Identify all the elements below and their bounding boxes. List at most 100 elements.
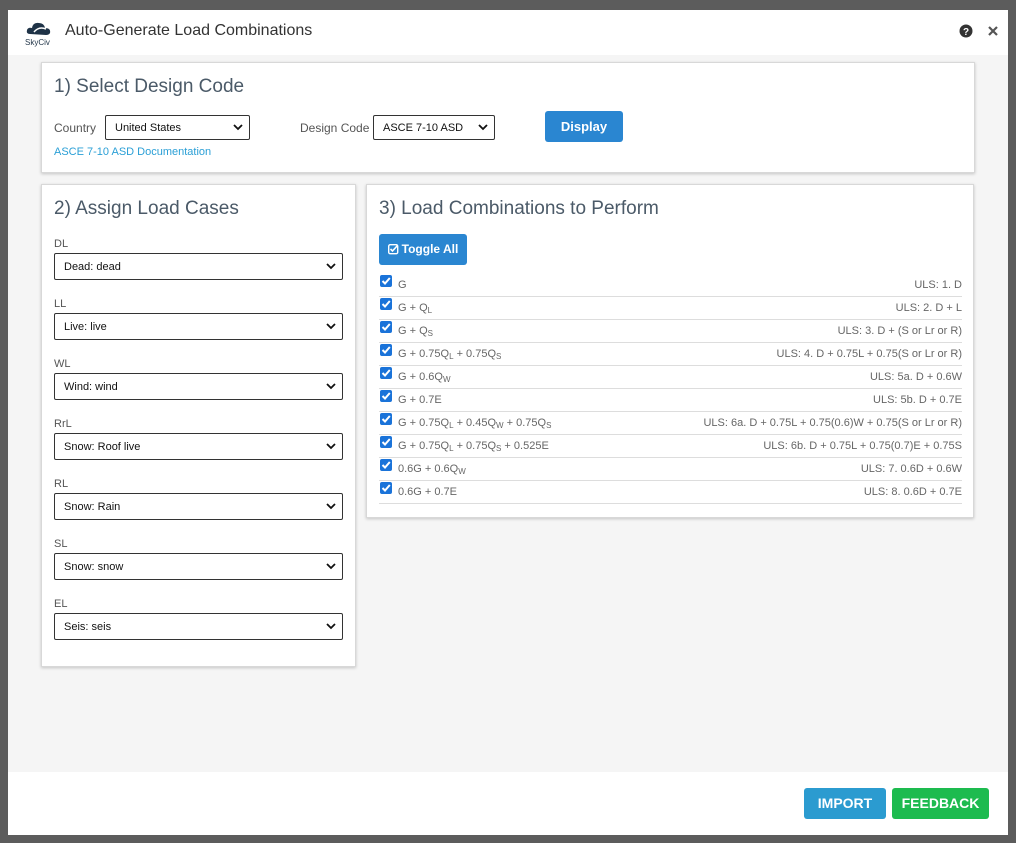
modal-body: 1) Select Design Code Country United State… bbox=[8, 55, 1008, 772]
select-value: Live: live bbox=[64, 320, 107, 333]
formula-subscript: W bbox=[458, 467, 466, 476]
select-value: Snow: Rain bbox=[64, 500, 121, 513]
combination-code: ULS: 7. 0.6D + 0.6W bbox=[860, 463, 962, 475]
toggle-all-button[interactable]: Toggle All bbox=[379, 234, 467, 265]
combination-code: ULS: 2. D + L bbox=[895, 302, 962, 314]
checkbox[interactable] bbox=[380, 367, 392, 379]
load-case-select[interactable]: Live: live bbox=[54, 313, 343, 340]
header: SkyCiv Auto-Generate Load Combinations ? bbox=[8, 10, 1008, 55]
feedback-button[interactable]: FEEDBACK bbox=[892, 788, 989, 819]
load-case-label: WL bbox=[54, 358, 71, 370]
formula: G + 0.75QL + 0.75QS bbox=[398, 348, 501, 361]
formula-subscript: S bbox=[496, 444, 502, 453]
checkbox[interactable] bbox=[380, 482, 392, 494]
load-cases-panel: 2) Assign Load Cases DL Dead: dead LL Live: … bbox=[41, 184, 356, 667]
load-case-select[interactable]: Snow: snow bbox=[54, 553, 343, 580]
check bbox=[381, 300, 391, 308]
check bbox=[381, 346, 391, 354]
design-code-select[interactable]: ASCE 7-10 ASD bbox=[373, 115, 495, 140]
combination-row: G + 0.75QL + 0.75QS + 0.525E ULS: 6b. D +… bbox=[379, 434, 962, 458]
load-case-select[interactable]: Wind: wind bbox=[54, 373, 343, 400]
checkbox[interactable] bbox=[380, 321, 392, 333]
check bbox=[381, 461, 391, 469]
chevron bbox=[326, 382, 336, 389]
load-case-select[interactable]: Dead: dead bbox=[54, 253, 343, 280]
checkbox[interactable] bbox=[380, 436, 392, 448]
combination-code: ULS: 1. D bbox=[914, 279, 962, 291]
country-select[interactable]: United States bbox=[105, 115, 250, 140]
panel-title: 3) Load Combinations to Perform bbox=[379, 198, 659, 219]
check bbox=[381, 484, 391, 492]
formula: G + 0.7E bbox=[398, 394, 442, 406]
chevron bbox=[326, 322, 336, 329]
check bbox=[381, 438, 391, 446]
combination-row: G + 0.7E ULS: 5b. D + 0.7E bbox=[379, 388, 962, 412]
import-button[interactable]: IMPORT bbox=[804, 788, 886, 819]
select-value: Wind: wind bbox=[64, 380, 118, 393]
logo-icon bbox=[26, 22, 51, 35]
combination-code: ULS: 6b. D + 0.75L + 0.75(0.7)E + 0.75S bbox=[763, 440, 962, 452]
chevron bbox=[326, 622, 336, 629]
formula: G + 0.6QW bbox=[398, 371, 451, 384]
design-code-label: Design Code bbox=[300, 121, 370, 135]
load-case-label: EL bbox=[54, 598, 68, 610]
formula: 0.6G + 0.7E bbox=[398, 486, 457, 498]
formula-text: + 0.525E bbox=[501, 440, 549, 452]
combination-row: G ULS: 1. D bbox=[379, 273, 962, 297]
combination-code: ULS: 4. D + 0.75L + 0.75(S or Lr or R) bbox=[776, 348, 962, 360]
select-value: Seis: seis bbox=[64, 620, 112, 633]
load-case-label: DL bbox=[54, 238, 69, 250]
formula-text: G bbox=[398, 279, 407, 291]
checkbox[interactable] bbox=[380, 275, 392, 287]
load-case-label: RrL bbox=[54, 418, 72, 430]
chevron bbox=[326, 562, 336, 569]
chevron bbox=[326, 442, 336, 449]
checkbox[interactable] bbox=[380, 344, 392, 356]
help-icon[interactable]: ? bbox=[959, 24, 973, 38]
formula-subscript: S bbox=[546, 421, 552, 430]
chevron bbox=[478, 123, 488, 130]
formula-text: G + 0.75Q bbox=[398, 348, 450, 360]
combination-row: 0.6G + 0.6QW ULS: 7. 0.6D + 0.6W bbox=[379, 457, 962, 481]
check bbox=[381, 277, 391, 285]
combination-row: G + 0.75QL + 0.75QS ULS: 4. D + 0.75L + 0… bbox=[379, 342, 962, 366]
checkbox[interactable] bbox=[380, 459, 392, 471]
chevron bbox=[233, 123, 243, 130]
formula: G + QS bbox=[398, 325, 433, 338]
formula-subscript: L bbox=[449, 352, 454, 361]
combination-code: ULS: 8. 0.6D + 0.7E bbox=[863, 486, 962, 498]
formula-subscript: L bbox=[449, 421, 454, 430]
combination-code: ULS: 3. D + (S or Lr or R) bbox=[837, 325, 962, 337]
load-case-select[interactable]: Snow: Roof live bbox=[54, 433, 343, 460]
select-value: Snow: Roof live bbox=[64, 440, 141, 453]
check bbox=[381, 323, 391, 331]
footer: IMPORT FEEDBACK bbox=[8, 772, 1008, 835]
formula-subscript: W bbox=[442, 375, 451, 384]
display-button[interactable]: Display bbox=[545, 111, 623, 142]
formula-subscript: S bbox=[496, 352, 502, 361]
formula-subscript: L bbox=[427, 306, 433, 315]
checkbox[interactable] bbox=[380, 413, 392, 425]
documentation-link[interactable]: ASCE 7-10 ASD Documentation bbox=[54, 146, 212, 158]
formula-text: G + 0.6Q bbox=[398, 371, 443, 383]
panel-title: 2) Assign Load Cases bbox=[54, 198, 239, 219]
checkbox[interactable] bbox=[380, 298, 392, 310]
load-case-label: SL bbox=[54, 538, 68, 550]
formula: 0.6G + 0.6QW bbox=[398, 463, 466, 476]
load-case-select[interactable]: Snow: Rain bbox=[54, 493, 343, 520]
formula-text: + 0.75Q bbox=[453, 440, 497, 452]
close-icon[interactable] bbox=[988, 26, 998, 36]
combination-row: G + QS ULS: 3. D + (S or Lr or R) bbox=[379, 319, 962, 343]
logo-text: SkyCiv bbox=[25, 38, 50, 47]
select-value: ASCE 7-10 ASD bbox=[383, 121, 464, 134]
load-case-select[interactable]: Seis: seis bbox=[54, 613, 343, 640]
combination-row: G + QL ULS: 2. D + L bbox=[379, 296, 962, 320]
load-case-label: RL bbox=[54, 478, 69, 490]
formula-text: 0.6G + 0.7E bbox=[398, 486, 458, 498]
checkbox[interactable] bbox=[380, 390, 392, 402]
combination-row: G + 0.75QL + 0.45QW + 0.75QS ULS: 6a. D +… bbox=[379, 411, 962, 435]
formula-text: G + Q bbox=[398, 302, 428, 314]
formula-text: G + Q bbox=[398, 325, 428, 337]
check bbox=[381, 369, 391, 377]
